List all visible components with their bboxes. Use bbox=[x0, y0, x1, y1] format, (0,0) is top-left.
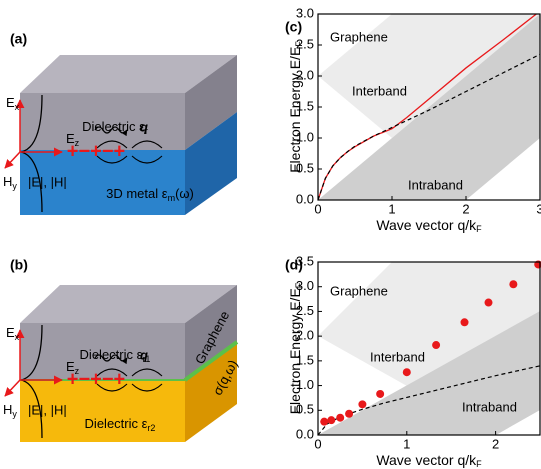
label-suffix: (ω) bbox=[175, 186, 194, 201]
y-tick-label: 3.5 bbox=[296, 253, 314, 268]
label-sub: x bbox=[15, 102, 20, 112]
page: +−+−+ (a) Dielectric εr 3D metal εm(ω) E… bbox=[0, 0, 541, 469]
upper-label: Dielectric εr bbox=[82, 119, 148, 136]
label-sub: z bbox=[75, 366, 80, 376]
annotation: Interband bbox=[370, 349, 425, 364]
point bbox=[336, 414, 344, 422]
lower-label: 3D metal εm(ω) bbox=[106, 186, 194, 203]
annotation: Graphene bbox=[330, 29, 388, 44]
label-text: H bbox=[3, 174, 12, 189]
ex-label: Ex bbox=[6, 95, 20, 112]
label-text: Wave vector q/k bbox=[376, 452, 477, 468]
label-sub: y bbox=[12, 181, 17, 191]
ex-label: Ex bbox=[6, 325, 20, 342]
label-sub: F bbox=[294, 282, 304, 288]
point bbox=[320, 418, 328, 426]
x-tick-label: 2 bbox=[462, 201, 469, 216]
point bbox=[461, 318, 469, 326]
x-tick-label: 0 bbox=[314, 201, 321, 216]
label-sub: y bbox=[12, 409, 17, 419]
x-tick-label: 2 bbox=[492, 436, 499, 451]
wave-label: q bbox=[140, 347, 148, 362]
y-axis-label: Electron Energy E/EF bbox=[287, 41, 305, 173]
point bbox=[327, 416, 335, 424]
label-sub: x bbox=[15, 332, 20, 342]
diagram-b: +−+−+ (b) Dielectric εr1 Dielectric εr2 … bbox=[3, 257, 241, 442]
point bbox=[376, 390, 384, 398]
x-axis-label: Wave vector q/kF bbox=[376, 452, 482, 469]
point bbox=[484, 299, 492, 307]
x-tick-label: 1 bbox=[388, 201, 395, 216]
x-axis-label: Wave vector q/kF bbox=[376, 217, 482, 235]
label-text: Wave vector q/k bbox=[376, 217, 477, 233]
panel-label: (b) bbox=[10, 257, 28, 273]
label-sub: F bbox=[476, 459, 482, 469]
label-text: Electron Energy E/E bbox=[287, 288, 303, 414]
hy-label: Hy bbox=[3, 402, 17, 419]
annotation: Interband bbox=[352, 83, 407, 98]
label-sub: z bbox=[75, 138, 80, 148]
label-sub: r2 bbox=[147, 423, 155, 433]
label-text: Dielectric ε bbox=[85, 416, 148, 431]
diagram-a: +−+−+ (a) Dielectric εr 3D metal εm(ω) E… bbox=[3, 31, 237, 215]
label-text: E bbox=[6, 95, 15, 110]
x-tick-label: 1 bbox=[403, 436, 410, 451]
annotation: Intraband bbox=[408, 177, 463, 192]
label-text: 3D metal ε bbox=[106, 186, 168, 201]
label-text: Electron Energy E/E bbox=[287, 47, 303, 173]
y-tick-label: 3.0 bbox=[296, 5, 314, 20]
point bbox=[403, 368, 411, 376]
label-text: E bbox=[66, 131, 75, 146]
label-text: E bbox=[6, 325, 15, 340]
panel-label: (a) bbox=[10, 31, 27, 47]
arrow-hy bbox=[5, 152, 20, 168]
arrow-hy bbox=[5, 380, 20, 396]
x-tick-label: 3 bbox=[536, 201, 541, 216]
field-label: |E|, |H| bbox=[28, 174, 67, 189]
label-text: Dielectric ε bbox=[82, 119, 145, 134]
label-sub: F bbox=[476, 224, 482, 234]
y-tick-label: 0.0 bbox=[296, 191, 314, 206]
annotation: Intraband bbox=[462, 399, 517, 414]
x-tick-label: 0 bbox=[314, 436, 321, 451]
label-sub: F bbox=[294, 41, 304, 47]
panel-label: (c) bbox=[285, 19, 302, 35]
label-text: Dielectric ε bbox=[80, 347, 143, 362]
y-tick-label: 0.0 bbox=[296, 426, 314, 441]
field-label: |E|, |H| bbox=[28, 402, 67, 417]
label-text: H bbox=[3, 402, 12, 417]
annotation: Graphene bbox=[330, 283, 388, 298]
point bbox=[509, 280, 517, 288]
wave-label: q bbox=[140, 119, 148, 134]
point bbox=[358, 400, 366, 408]
figure: +−+−+ (a) Dielectric εr 3D metal εm(ω) E… bbox=[0, 0, 541, 469]
hy-label: Hy bbox=[3, 174, 17, 191]
lower-label: Dielectric εr2 bbox=[85, 416, 156, 433]
point bbox=[345, 410, 353, 418]
y-axis-label: Electron Energy E/EF bbox=[287, 282, 305, 414]
point bbox=[432, 341, 440, 349]
label-sub: m bbox=[168, 193, 176, 203]
label-text: E bbox=[66, 359, 75, 374]
